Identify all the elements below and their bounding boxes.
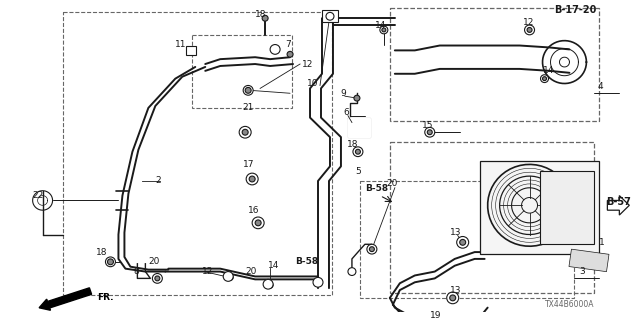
Text: 18: 18 — [347, 140, 358, 149]
Circle shape — [525, 25, 534, 35]
Bar — [192, 35, 292, 108]
Circle shape — [155, 276, 160, 281]
Circle shape — [326, 12, 334, 20]
Circle shape — [428, 130, 432, 135]
Circle shape — [246, 173, 258, 185]
Text: 20: 20 — [148, 257, 160, 266]
Circle shape — [527, 28, 532, 32]
Circle shape — [287, 52, 293, 57]
Circle shape — [242, 129, 248, 135]
Bar — [390, 142, 595, 293]
Text: 19: 19 — [430, 311, 441, 320]
Circle shape — [382, 28, 386, 32]
Circle shape — [447, 292, 459, 304]
Circle shape — [245, 87, 251, 93]
Bar — [186, 45, 196, 55]
Text: 12: 12 — [522, 18, 534, 27]
Bar — [479, 162, 600, 254]
Text: 6: 6 — [343, 108, 349, 117]
Text: TX44B6000A: TX44B6000A — [545, 300, 595, 309]
Circle shape — [227, 275, 233, 280]
Polygon shape — [607, 196, 629, 215]
Text: 14: 14 — [543, 66, 554, 75]
Text: 12: 12 — [302, 60, 314, 68]
Bar — [540, 171, 595, 244]
Text: 12: 12 — [202, 267, 214, 276]
Circle shape — [223, 272, 233, 281]
Circle shape — [106, 257, 115, 267]
Circle shape — [272, 46, 278, 52]
Text: 7: 7 — [285, 40, 291, 49]
FancyArrow shape — [39, 288, 92, 310]
Circle shape — [313, 277, 323, 287]
Text: 8: 8 — [133, 267, 139, 276]
Circle shape — [367, 244, 377, 254]
Text: 1: 1 — [600, 238, 605, 247]
Polygon shape — [348, 118, 370, 137]
Circle shape — [380, 26, 388, 34]
Circle shape — [252, 217, 264, 229]
Text: B-17-20: B-17-20 — [554, 5, 596, 15]
Text: 18: 18 — [255, 10, 267, 19]
Circle shape — [355, 149, 360, 154]
Text: 13: 13 — [450, 228, 461, 237]
Circle shape — [450, 295, 456, 301]
Circle shape — [460, 239, 466, 245]
Text: 11: 11 — [175, 40, 186, 49]
Bar — [63, 12, 332, 295]
Text: 10: 10 — [307, 79, 318, 88]
Text: 16: 16 — [248, 206, 260, 215]
Text: B-58: B-58 — [365, 184, 388, 193]
Text: FR.: FR. — [97, 293, 114, 302]
Text: 22: 22 — [33, 191, 44, 200]
Circle shape — [255, 220, 261, 226]
Circle shape — [457, 236, 468, 248]
Circle shape — [239, 126, 251, 138]
Circle shape — [267, 282, 273, 288]
Text: 20: 20 — [387, 180, 398, 188]
Circle shape — [152, 274, 163, 283]
Circle shape — [353, 147, 363, 156]
Circle shape — [249, 176, 255, 182]
Circle shape — [541, 75, 548, 83]
Text: B-57: B-57 — [606, 197, 631, 207]
Bar — [360, 181, 575, 298]
Circle shape — [243, 85, 253, 95]
Text: 14: 14 — [268, 261, 280, 270]
Text: 20: 20 — [245, 267, 257, 276]
Text: 2: 2 — [156, 176, 161, 186]
Circle shape — [369, 247, 374, 252]
Text: B-58: B-58 — [295, 257, 318, 266]
Circle shape — [543, 77, 547, 81]
Circle shape — [435, 319, 445, 320]
Circle shape — [108, 259, 113, 265]
Text: 3: 3 — [579, 267, 585, 276]
Bar — [390, 9, 600, 121]
Circle shape — [263, 279, 273, 289]
Text: 4: 4 — [597, 82, 603, 91]
Bar — [569, 249, 609, 272]
Circle shape — [425, 127, 435, 137]
Text: 15: 15 — [422, 121, 433, 130]
Text: 18: 18 — [95, 248, 107, 257]
Text: 9: 9 — [340, 89, 346, 98]
Text: 14: 14 — [375, 20, 387, 29]
Bar — [322, 11, 338, 22]
Circle shape — [262, 15, 268, 21]
Text: 21: 21 — [242, 103, 253, 112]
Circle shape — [354, 95, 360, 101]
Text: 17: 17 — [243, 160, 255, 169]
Text: 13: 13 — [450, 285, 461, 295]
Circle shape — [348, 268, 356, 276]
Text: 5: 5 — [355, 167, 361, 176]
Circle shape — [270, 44, 280, 54]
